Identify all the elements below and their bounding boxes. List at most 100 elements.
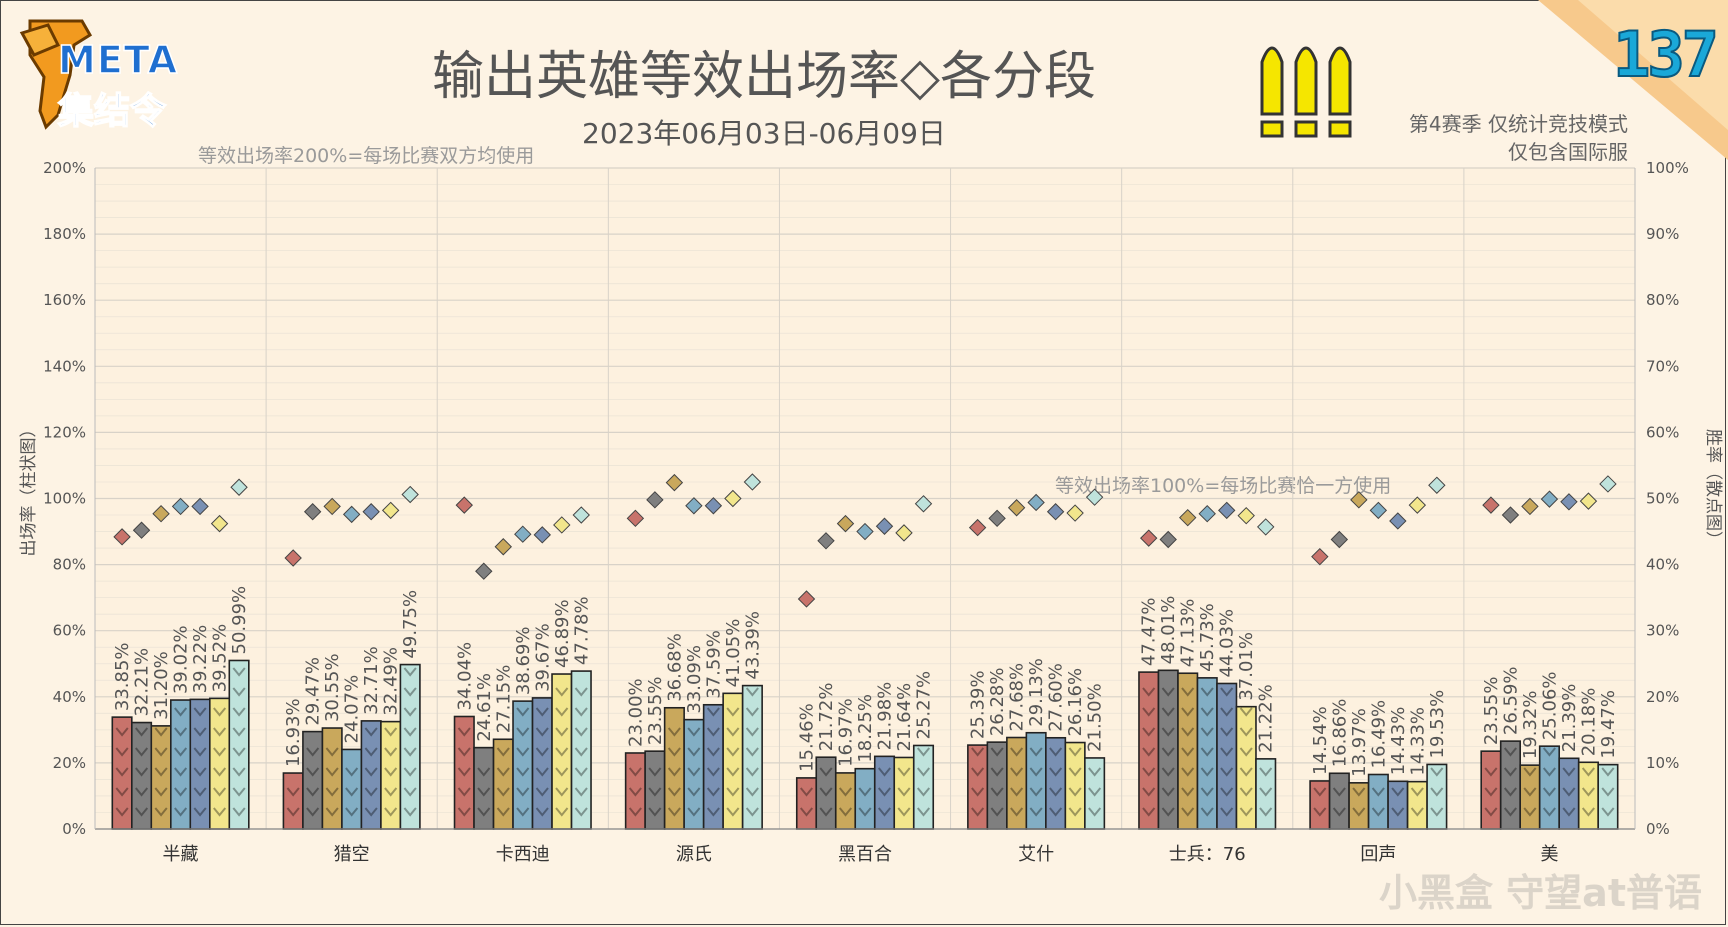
rank-chevron-icon (667, 727, 681, 737)
rank-chevron-icon (213, 747, 227, 757)
pick-rate-label: 36.68% (664, 633, 685, 702)
pick-rate-label: 21.50% (1085, 683, 1106, 752)
rank-chevron-icon (1313, 787, 1327, 797)
pick-rate-label: 14.54% (1310, 706, 1331, 775)
pick-rate-label: 16.93% (283, 698, 304, 767)
pick-rate-bar (1480, 750, 1502, 830)
rank-chevron-icon (364, 747, 378, 757)
rank-chevron-icon (555, 787, 569, 797)
rank-chevron-icon (1503, 767, 1517, 777)
rank-chevron-icon (384, 767, 398, 777)
rank-chevron-icon (838, 807, 853, 817)
pick-rate-label: 23.55% (1481, 677, 1502, 746)
category-label: 艾什 (1018, 844, 1054, 865)
rank-chevron-icon (364, 787, 378, 797)
issue-number: 137 (1612, 17, 1720, 92)
category-label: 黑百合 (838, 844, 892, 865)
win-rate-point (1159, 530, 1177, 549)
rank-chevron-icon (1029, 767, 1043, 777)
rank-chevron-icon (1161, 787, 1175, 797)
rank-chevron-icon (1239, 747, 1253, 757)
win-rate-point (1046, 503, 1065, 521)
rank-chevron-icon (1220, 687, 1234, 697)
rank-chevron-icon (1601, 767, 1615, 777)
watermark: 小黑盒 守望at普语 (1378, 871, 1702, 915)
rank-chevron-icon (174, 787, 188, 797)
rank-chevron-icon (687, 787, 701, 797)
pick-rate-bar (282, 772, 304, 830)
win-rate-point (836, 514, 855, 533)
pick-rate-label: 37.59% (703, 630, 724, 699)
win-rate-point (132, 521, 151, 539)
pick-rate-label: 38.69% (513, 626, 534, 695)
pick-rate-label: 16.86% (1329, 699, 1350, 768)
rank-chevron-icon (1562, 787, 1576, 797)
rank-chevron-icon (555, 707, 569, 717)
y-left-tick-label: 200% (43, 159, 86, 177)
win-rate-point (856, 522, 874, 541)
rank-chevron-icon (1259, 787, 1273, 797)
pick-rate-bar (1387, 780, 1409, 830)
rank-chevron-icon (990, 807, 1004, 817)
rank-chevron-icon (1068, 787, 1082, 797)
pick-rate-bar (512, 700, 534, 830)
pick-rate-label: 19.53% (1427, 690, 1448, 759)
rank-chevron-icon (364, 727, 378, 737)
win-rate-point (875, 517, 894, 535)
win-rate-point (362, 503, 380, 521)
win-rate-point (1085, 488, 1104, 506)
pick-rate-label: 16.97% (836, 698, 857, 767)
pick-rate-bar (1235, 705, 1257, 830)
rank-chevron-icon (1142, 727, 1156, 737)
rank-chevron-icon (345, 767, 359, 777)
pick-rate-label: 24.61% (474, 673, 495, 742)
rank-chevron-icon (135, 747, 149, 757)
rank-chevron-icon (1430, 767, 1444, 777)
pick-rate-label: 25.06% (1539, 672, 1560, 741)
rank-chevron-icon (1088, 787, 1102, 797)
pick-rate-label: 25.27% (914, 671, 935, 740)
win-rate-point (514, 525, 532, 543)
rank-chevron-icon (574, 687, 588, 697)
pick-rate-bar (644, 750, 666, 830)
rank-chevron-icon (916, 747, 931, 757)
pick-rate-label: 39.22% (190, 625, 211, 694)
rank-chevron-icon (174, 807, 188, 817)
rank-chevron-icon (115, 747, 129, 757)
rank-chevron-icon (535, 787, 549, 797)
y-right-tick-label: 50% (1646, 490, 1679, 508)
win-rate-point (1237, 506, 1255, 525)
rank-chevron-icon (897, 767, 911, 777)
pick-rate-label: 47.13% (1178, 599, 1199, 668)
rank-chevron-icon (706, 767, 720, 777)
category-label: 猎空 (334, 844, 370, 865)
rank-chevron-icon (1200, 707, 1214, 717)
rank-chevron-icon (1220, 747, 1234, 757)
rank-chevron-icon (535, 767, 549, 777)
win-rate-point (475, 562, 493, 580)
rank-chevron-icon (990, 747, 1004, 757)
rank-chevron-icon (193, 767, 207, 777)
rank-chevron-icon (516, 767, 530, 777)
y-left-tick-label: 180% (43, 225, 86, 243)
rank-chevron-icon (154, 787, 168, 797)
rank-chevron-icon (1049, 787, 1063, 797)
pick-rate-label: 14.43% (1388, 707, 1409, 776)
win-rate-point (401, 485, 419, 504)
y-left-tick-label: 140% (43, 357, 86, 375)
rank-chevron-icon (1200, 807, 1214, 817)
rank-chevron-icon (1049, 807, 1063, 817)
win-rate-point (381, 501, 400, 520)
rank-chevron-icon (1068, 767, 1082, 777)
rank-chevron-icon (457, 747, 471, 757)
rank-chevron-icon (877, 807, 892, 817)
rank-chevron-icon (1029, 747, 1043, 757)
y-left-tick-label: 40% (53, 688, 86, 706)
rank-chevron-icon (457, 787, 471, 797)
rank-chevron-icon (384, 727, 398, 737)
rank-chevron-icon (1562, 767, 1576, 777)
rank-chevron-icon (971, 807, 985, 817)
rank-chevron-icon (1352, 787, 1366, 797)
pick-rate-label: 26.59% (1500, 666, 1521, 735)
